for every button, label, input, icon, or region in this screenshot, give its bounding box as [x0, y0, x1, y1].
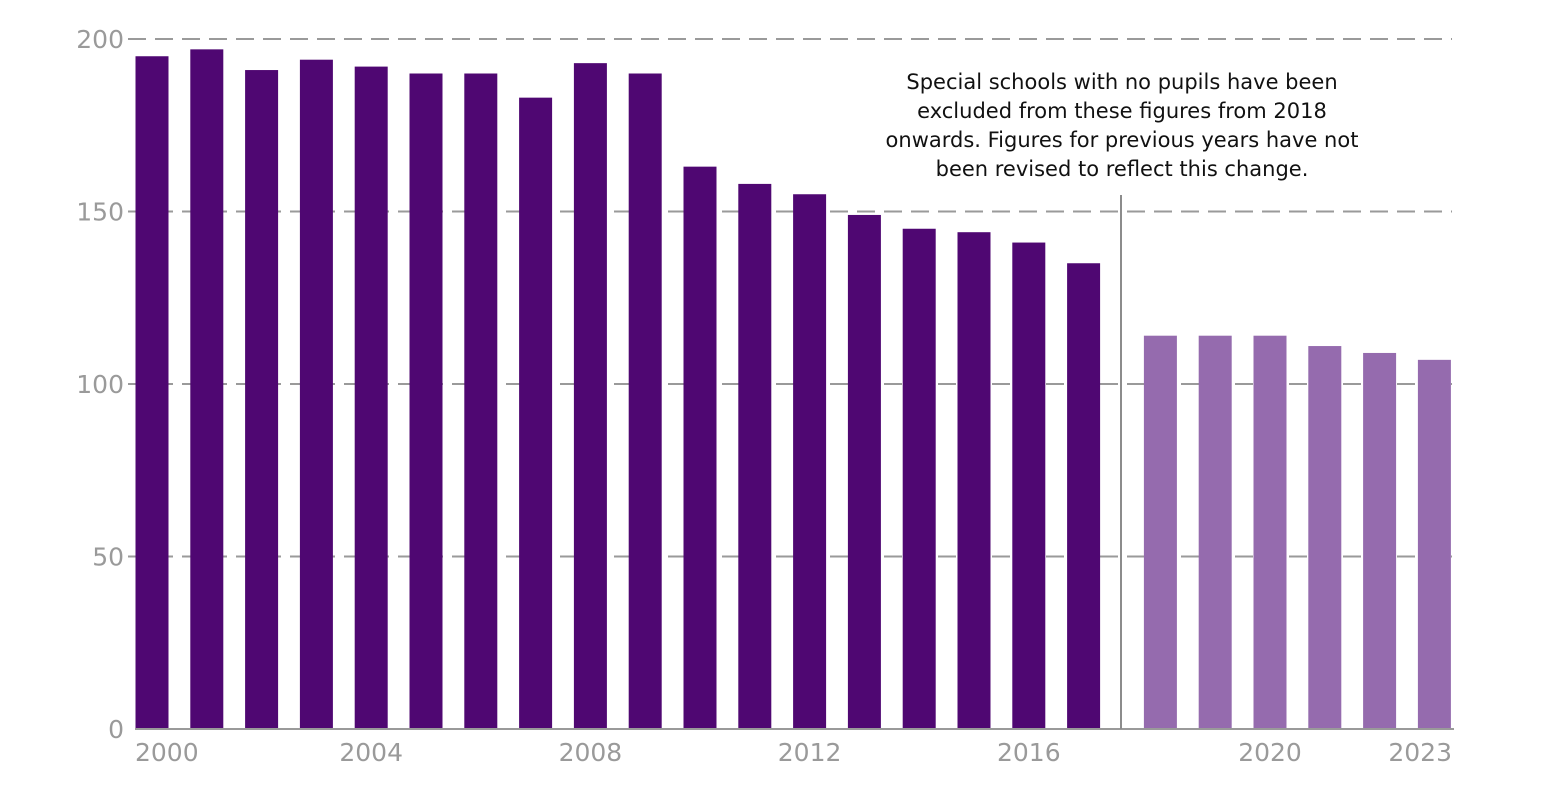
bar-2014 [902, 228, 936, 729]
bar-2001 [190, 49, 224, 730]
y-tick-label: 150 [76, 198, 124, 227]
annotation-line-1: Special schools with no pupils have been [906, 70, 1337, 94]
x-tick-label: 2020 [1238, 738, 1302, 767]
bar-2018 [1143, 335, 1177, 729]
bar-2013 [847, 214, 881, 729]
bar-2017 [1067, 263, 1101, 729]
x-tick-label: 2023 [1388, 738, 1452, 767]
bar-2000 [135, 56, 169, 729]
bar-2009 [628, 73, 662, 729]
bar-2021 [1308, 346, 1342, 729]
x-tick-label: 2012 [778, 738, 842, 767]
y-tick-label: 100 [76, 370, 124, 399]
bar-2023 [1417, 359, 1451, 729]
annotation-line-4: been revised to reflect this change. [936, 157, 1309, 181]
bar-2008 [573, 63, 607, 729]
bar-2011 [738, 183, 772, 729]
bars [135, 49, 1451, 730]
annotation: Special schools with no pupils have been… [886, 70, 1359, 181]
y-tick-label: 200 [76, 25, 124, 54]
x-tick-label: 2004 [339, 738, 403, 767]
x-tick-label: 2016 [997, 738, 1061, 767]
bar-2005 [409, 73, 443, 729]
bar-2016 [1012, 242, 1046, 730]
bar-2020 [1253, 335, 1287, 729]
bar-2010 [683, 166, 717, 729]
bar-2012 [793, 194, 827, 729]
bar-2022 [1363, 352, 1397, 729]
bar-2002 [245, 70, 279, 730]
bar-2015 [957, 232, 991, 729]
annotation-line-3: onwards. Figures for previous years have… [886, 128, 1359, 152]
bar-2004 [354, 66, 388, 730]
y-axis-labels: 0 50 100 150 200 [76, 25, 124, 744]
y-tick-label: 0 [108, 715, 124, 744]
x-axis-labels: 2000 2004 2008 2012 2016 2020 2023 [135, 738, 1452, 767]
x-tick-label: 2008 [559, 738, 623, 767]
y-tick-label: 50 [92, 543, 124, 572]
bar-2006 [464, 73, 498, 729]
x-tick-label: 2000 [135, 738, 199, 767]
bar-2003 [299, 59, 333, 729]
gridlines [128, 38, 1452, 558]
annotation-line-2: excluded from these figures from 2018 [917, 99, 1327, 123]
bar-2007 [519, 97, 553, 729]
bar-2019 [1198, 335, 1232, 729]
